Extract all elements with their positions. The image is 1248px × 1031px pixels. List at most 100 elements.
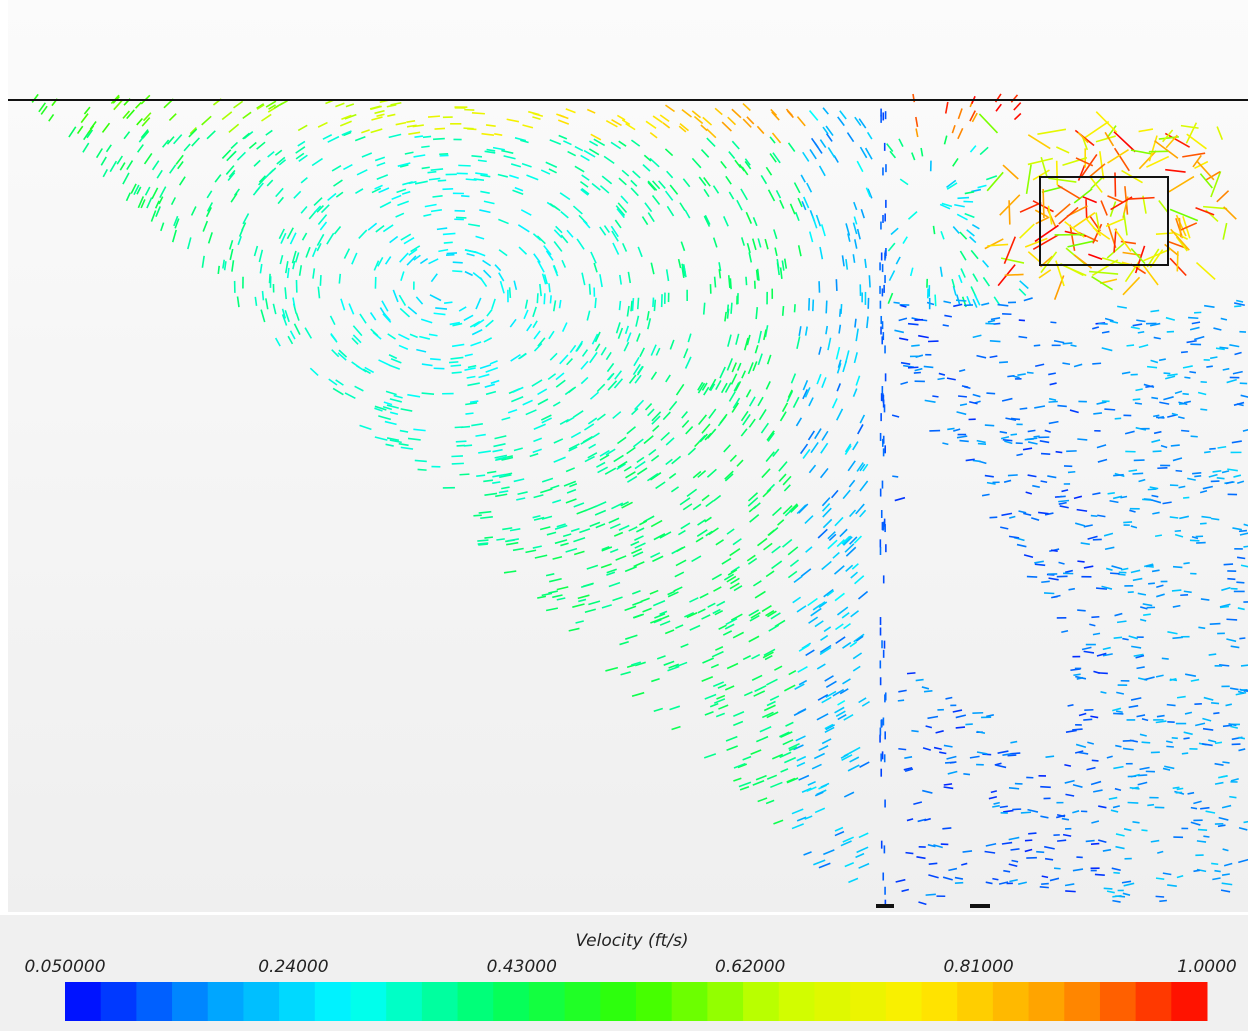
vector [978,444,986,445]
vector [459,474,469,475]
vector [914,372,921,373]
vector [428,172,437,173]
vector [1147,805,1154,806]
vector [1041,884,1049,885]
vector [950,762,957,763]
vector [938,378,945,379]
vector [1086,199,1087,218]
vector [1128,802,1139,803]
vector [1213,713,1219,714]
vector [218,266,219,274]
vector [1083,719,1092,720]
vector [1209,654,1217,655]
colorbar-band [172,982,208,1021]
vector [1224,564,1233,565]
colorbar-band [922,982,958,1021]
vector [1211,863,1218,864]
vector [1092,760,1099,761]
vector [1063,343,1073,344]
colorbar-band [422,982,458,1021]
vector [473,515,481,516]
vector [1009,788,1019,789]
vector [418,469,427,470]
vector [958,396,967,397]
vector [911,345,919,346]
colorbar-band [65,982,101,1021]
vector [428,116,440,117]
vector [869,275,870,287]
vector [1027,372,1034,373]
colorbar-band [814,982,850,1021]
vector [1091,844,1099,845]
vector [756,307,757,319]
vector [1008,755,1017,756]
colorbar-band [707,982,743,1021]
vector [1040,787,1051,788]
vector [452,372,462,373]
vector [1183,563,1189,564]
vector [1091,516,1098,517]
vector [1051,597,1057,598]
vector [1173,567,1182,568]
vector [1035,564,1045,565]
vector [1162,658,1169,659]
vector [1020,408,1028,409]
vector [1058,501,1069,502]
vector [1028,833,1036,834]
colorbar-tick-label: 0.43000 [487,957,557,977]
vector [893,302,899,303]
vector [1112,896,1121,897]
vector [924,691,932,692]
vector [461,196,469,197]
vector [1144,499,1151,500]
vector [444,302,452,303]
vector [935,295,936,307]
vector [1239,638,1245,639]
vector [1056,452,1063,453]
vector [1096,588,1107,589]
vector [1219,347,1228,348]
vector [430,359,441,360]
vector [836,279,837,291]
vector [1198,830,1207,831]
vector [916,680,924,681]
vector [908,367,918,368]
vector [1239,531,1247,532]
vector [1198,627,1205,628]
vector [1011,418,1020,419]
vector [452,271,462,272]
vector [477,540,488,541]
vector [1183,497,1189,498]
vector [1135,403,1142,404]
colorbar-band [243,982,279,1021]
vector [1167,705,1176,706]
vector [1166,746,1174,747]
vector [942,828,951,829]
vector [435,308,447,309]
colorbar-band [386,982,422,1021]
vector [537,293,538,303]
viewport-edge [0,0,8,912]
vector [1086,841,1095,842]
vector [1215,742,1222,743]
vector [898,749,906,750]
vector [929,863,938,864]
wall-base [876,904,894,908]
vector [1043,189,1044,218]
vector [973,460,981,461]
vector [1183,738,1189,739]
vector [1182,753,1188,754]
colorbar-band [957,982,993,1021]
vector [1040,887,1049,888]
vector [1227,579,1235,580]
vector [447,253,457,254]
colorbar-tick-label: 0.050000 [24,957,105,977]
vector [1142,742,1151,743]
colorbar-band [136,982,172,1021]
vector [1051,550,1058,551]
vector [549,283,550,292]
vector [465,413,473,414]
vector [1214,871,1220,872]
vector [892,476,898,477]
vector [478,160,487,161]
